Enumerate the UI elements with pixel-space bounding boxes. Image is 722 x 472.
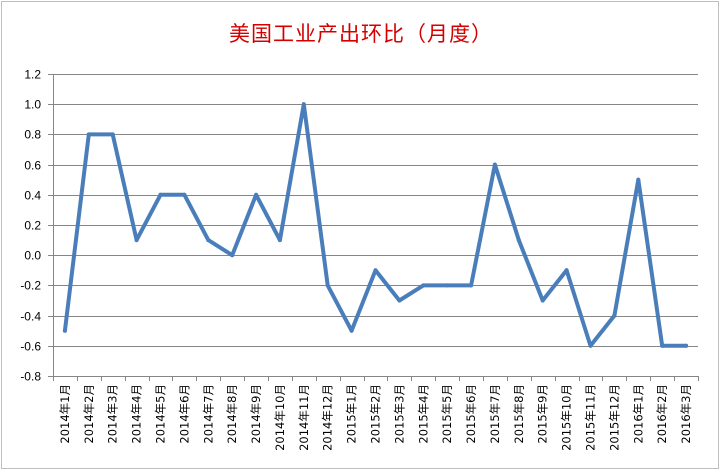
y-tick-label: 0.8 bbox=[24, 128, 41, 142]
x-tick-label: 2014年10月 bbox=[273, 384, 287, 451]
data-point bbox=[62, 328, 67, 333]
data-point bbox=[636, 177, 641, 182]
x-tick-label: 2015年6月 bbox=[464, 384, 478, 444]
x-tick-label: 2015年1月 bbox=[345, 384, 359, 444]
x-tick-label: 2015年4月 bbox=[416, 384, 430, 444]
data-point bbox=[182, 192, 187, 197]
data-point bbox=[325, 283, 330, 288]
x-tick-label: 2015年9月 bbox=[536, 384, 550, 444]
data-point bbox=[445, 283, 450, 288]
x-tick-label: 2014年8月 bbox=[225, 384, 239, 444]
data-point bbox=[397, 298, 402, 303]
x-tick-label: 2015年11月 bbox=[584, 384, 598, 451]
y-tick-label: 0.4 bbox=[24, 189, 41, 203]
x-tick-label: 2015年5月 bbox=[440, 384, 454, 444]
data-point bbox=[110, 132, 115, 137]
y-tick-label: 0.0 bbox=[24, 249, 41, 263]
data-point bbox=[612, 313, 617, 318]
x-tick-label: 2014年9月 bbox=[249, 384, 263, 444]
data-point bbox=[684, 343, 689, 348]
data-point bbox=[492, 162, 497, 167]
data-point bbox=[469, 283, 474, 288]
x-axis-tick-labels: 2014年1月 2014年2月 2014年3月 2014年4月 2014年5月 2014年… bbox=[58, 384, 693, 451]
x-tick-label: 2014年3月 bbox=[106, 384, 120, 444]
x-tick-label: 2015年3月 bbox=[392, 384, 406, 444]
y-tick-label: 0.2 bbox=[24, 219, 41, 233]
x-tick-label: 2016年1月 bbox=[631, 384, 645, 444]
x-tick-label: 2015年12月 bbox=[607, 384, 621, 451]
x-tick-label: 2015年8月 bbox=[512, 384, 526, 444]
data-point bbox=[349, 328, 354, 333]
x-tick-label: 2014年12月 bbox=[321, 384, 335, 451]
data-point bbox=[134, 238, 139, 243]
x-tick-label: 2014年2月 bbox=[82, 384, 96, 444]
data-point bbox=[206, 238, 211, 243]
y-tick-label: 0.6 bbox=[24, 159, 41, 173]
x-tick-label: 2015年2月 bbox=[369, 384, 383, 444]
x-tick-label: 2016年3月 bbox=[679, 384, 693, 444]
x-tick-label: 2015年10月 bbox=[560, 384, 574, 451]
data-point bbox=[660, 343, 665, 348]
data-point bbox=[301, 102, 306, 107]
data-point bbox=[158, 192, 163, 197]
x-tick-label: 2014年5月 bbox=[154, 384, 168, 444]
x-tick-label: 2014年7月 bbox=[201, 384, 215, 444]
data-point bbox=[421, 283, 426, 288]
data-point bbox=[277, 238, 282, 243]
data-point bbox=[588, 343, 593, 348]
data-point bbox=[230, 253, 235, 258]
y-tick-label: 1.0 bbox=[24, 98, 41, 112]
x-tick-label: 2014年1月 bbox=[58, 384, 72, 444]
y-tick-label: -0.2 bbox=[20, 279, 41, 293]
data-point bbox=[516, 238, 521, 243]
data-point bbox=[540, 298, 545, 303]
x-tick-label: 2014年11月 bbox=[297, 384, 311, 451]
y-tick-label: -0.6 bbox=[20, 340, 41, 354]
y-tick-label: -0.4 bbox=[20, 310, 41, 324]
data-point bbox=[564, 268, 569, 273]
data-point bbox=[254, 192, 259, 197]
y-axis-tick-labels: -0.8 -0.6 -0.4 -0.2 0.0 0.2 0.4 0.6 0.8 1.0 1.2 bbox=[20, 68, 41, 384]
data-point bbox=[373, 268, 378, 273]
y-tick-label: 1.2 bbox=[24, 68, 41, 82]
data-point bbox=[86, 132, 91, 137]
y-tick-label: -0.8 bbox=[20, 370, 41, 384]
x-tick-label: 2015年7月 bbox=[488, 384, 502, 444]
x-tick-label: 2016年2月 bbox=[655, 384, 669, 444]
chart-title: 美国工业产出环比（月度） bbox=[229, 22, 493, 46]
x-tick-label: 2014年4月 bbox=[130, 384, 144, 444]
x-tick-label: 2014年6月 bbox=[177, 384, 191, 444]
series-layer bbox=[62, 102, 689, 348]
axes bbox=[48, 74, 699, 381]
